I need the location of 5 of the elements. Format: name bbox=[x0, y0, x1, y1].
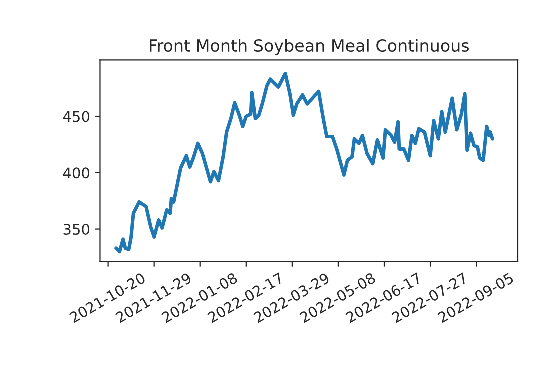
y-tick-label: 350 bbox=[64, 224, 90, 236]
line-series bbox=[114, 72, 494, 254]
chart-title: Front Month Soybean Meal Continuous bbox=[150, 39, 470, 56]
y-tick-label: 400 bbox=[63, 168, 90, 179]
y-tick-label: 450 bbox=[63, 111, 90, 122]
